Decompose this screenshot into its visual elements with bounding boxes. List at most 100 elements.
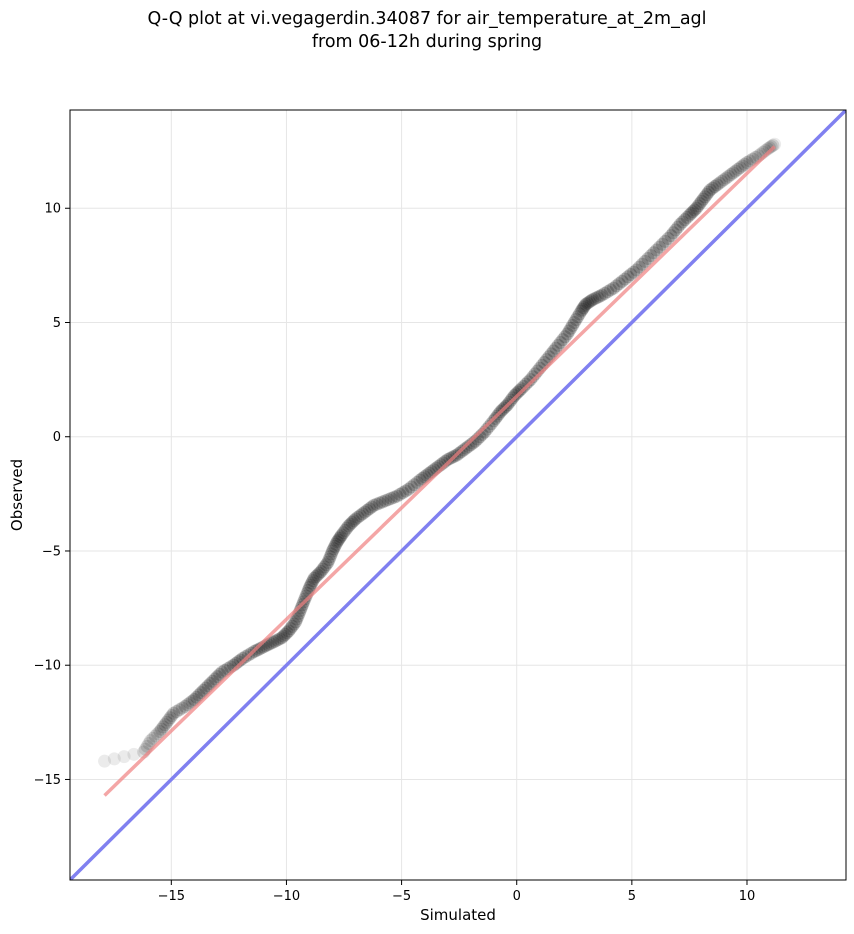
identity-line [70,110,846,880]
quantile-point [666,226,680,240]
quantile-point [698,190,712,204]
quantile-point [762,141,776,155]
quantile-point [360,503,374,517]
quantile-point [413,473,427,487]
quantile-point [464,438,478,452]
quantile-point [612,277,626,291]
quantile-point [517,379,531,393]
quantile-point [127,747,141,761]
quantile-point [621,270,635,284]
quantile-point [695,194,709,208]
quantile-point [703,183,717,197]
quantile-point [404,480,418,494]
quantile-point [708,180,722,194]
quantile-point [353,509,367,523]
axis-ticks: −15 −10 −5 0 5 10 −15 −10 −5 0 5 10 [34,202,756,904]
quantile-point [338,523,352,537]
quantile-point [738,157,752,171]
quantile-point [658,234,672,248]
quantile-point [509,387,523,401]
quantile-point [689,201,703,215]
quantile-point [290,612,304,626]
quantile-point [575,302,589,316]
quantile-point [311,568,325,582]
quantile-point [705,181,719,195]
quantile-point [562,324,576,338]
quantile-point [98,754,112,768]
quantile-point [514,382,528,396]
quantile-point [302,581,316,595]
quantile-point [566,318,580,332]
y-tick-label: −5 [42,544,61,559]
quantile-point [678,213,692,227]
quantile-point [717,173,731,187]
quantile-point [715,174,729,188]
quantile-point [553,335,567,349]
quantile-point [671,220,685,234]
quantile-point [142,736,156,750]
quantile-point [287,617,301,631]
quantile-point [327,542,341,556]
quantile-point [322,553,336,567]
quantile-point [598,286,612,300]
quantile-point [581,296,595,310]
quantile-point [330,535,344,549]
quantile-point [547,344,561,358]
quantile-point [571,310,585,324]
quantile-point [664,229,678,243]
quantile-point [365,500,379,514]
quantile-point [148,729,162,743]
quantile-point [629,263,643,277]
y-tick-label: −10 [34,659,61,674]
quantile-point [367,498,381,512]
y-axis-label: Observed [8,459,26,531]
quantile-point [731,162,745,176]
quantile-point [669,223,683,237]
quantile-point [351,510,365,524]
quantile-point [393,487,407,501]
quantile-point [688,203,702,217]
quantile-point [511,385,525,399]
x-tick-label: −10 [273,889,300,904]
quantile-point [273,632,287,646]
quantile-point [167,706,181,720]
quantile-point [482,419,496,433]
quantile-point [161,713,175,727]
quantile-point [324,547,338,561]
quantile-point [155,722,169,736]
quantile-point [314,565,328,579]
quantile-point [355,507,369,521]
quantile-point [624,268,638,282]
quantile-point [280,626,294,640]
quantile-point [156,720,170,734]
quantile-point [316,562,330,576]
quantile-point [183,696,197,710]
quantile-point [558,330,572,344]
quantile-point [609,279,623,293]
quantile-point [208,672,222,686]
quantile-point [606,281,620,295]
quantile-point [572,307,586,321]
quantile-point [632,260,646,274]
quantile-point [722,169,736,183]
quantile-point [185,694,199,708]
quantile-point [178,699,192,713]
quantile-point [336,526,350,540]
quantile-point [693,197,707,211]
quantile-point [615,274,629,288]
quantile-point [347,514,361,528]
chart-subtitle: from 06-12h during spring [311,32,543,52]
quantile-point [349,512,363,526]
quantile-point [576,301,590,315]
quantile-point [117,750,131,764]
quantile-point [283,622,297,636]
quantile-point [180,698,194,712]
quantile-point [329,537,343,551]
quantile-point [415,471,429,485]
quantile-point [544,347,558,361]
quantile-point [312,566,326,580]
quantile-point [233,653,247,667]
quantile-point [410,475,424,489]
quantile-point [650,243,664,257]
